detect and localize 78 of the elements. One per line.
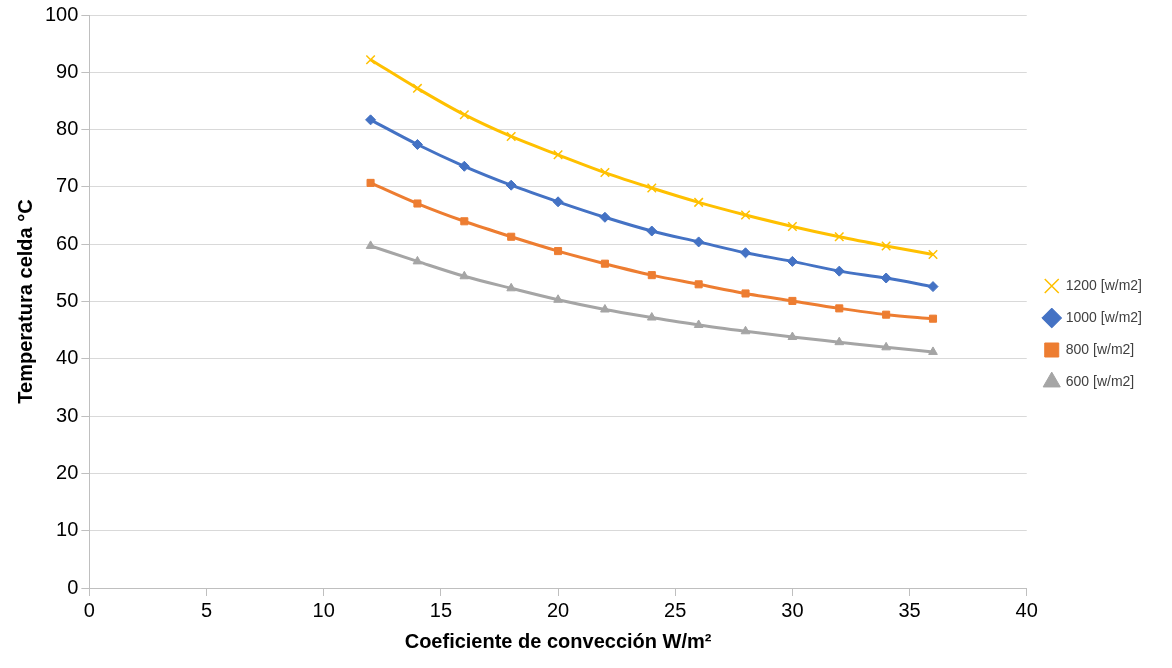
y-tick-label: 40 [56, 346, 79, 369]
point [741, 289, 750, 298]
point [600, 304, 610, 313]
y-tick-label: 90 [56, 59, 79, 82]
point [366, 178, 375, 187]
point [694, 280, 703, 289]
point [552, 196, 564, 208]
point [740, 325, 751, 335]
point [693, 236, 705, 248]
y-tick-label: 100 [44, 2, 79, 25]
x-axis-title: Coeficiente de convección W/m² [404, 629, 712, 652]
x-tick-label: 35 [898, 598, 921, 621]
y-tick-label: 60 [56, 231, 79, 254]
point [693, 197, 704, 208]
point [647, 271, 656, 280]
point [881, 341, 891, 351]
point [787, 221, 798, 232]
legend-label: 800 [w/m2] [1065, 340, 1135, 357]
x-tick-label: 30 [781, 598, 804, 621]
point [740, 247, 752, 259]
x-tick-label: 10 [312, 598, 335, 621]
point [505, 179, 517, 191]
point [458, 160, 470, 172]
point [599, 167, 610, 178]
point [365, 240, 376, 249]
point [365, 54, 376, 65]
point [646, 183, 657, 194]
y-tick-label: 30 [56, 403, 79, 426]
point [833, 265, 845, 277]
point [412, 83, 423, 94]
point [412, 255, 423, 265]
y-tick-label: 70 [56, 174, 79, 197]
point [834, 336, 845, 346]
point [928, 249, 938, 260]
y-tick-label: 0 [67, 575, 79, 598]
y-axis-title: Temperatura celda °C [13, 199, 36, 404]
y-tick-label: 80 [56, 117, 79, 140]
point [459, 109, 470, 120]
point [460, 217, 469, 226]
x-tick-label: 25 [664, 598, 687, 621]
point [411, 139, 423, 150]
point [880, 272, 892, 284]
point [787, 331, 798, 341]
legend-label: 600 [w/m2] [1065, 372, 1135, 389]
point [786, 255, 798, 267]
x-tick-label: 5 [200, 598, 213, 621]
x-tick-label: 20 [546, 598, 570, 621]
point [365, 114, 377, 126]
point [413, 199, 422, 208]
y-tick-label: 20 [56, 460, 79, 483]
point [507, 232, 516, 241]
legend-label: 1000 [w/m2] [1065, 308, 1142, 325]
point [834, 231, 845, 242]
point [882, 310, 891, 319]
x-tick-label: 15 [429, 598, 453, 621]
point [459, 270, 470, 280]
point [506, 282, 517, 292]
point [646, 312, 657, 321]
point [928, 314, 938, 323]
x-tick-label: 40 [1015, 598, 1038, 621]
point [600, 259, 609, 268]
x-tick-label: 0 [83, 598, 95, 621]
point [506, 131, 517, 142]
point [693, 319, 704, 328]
point [599, 211, 611, 223]
point [927, 281, 939, 293]
point [646, 225, 658, 237]
point [740, 209, 751, 220]
y-tick-label: 50 [56, 289, 79, 312]
point [553, 294, 563, 303]
y-tick-label: 10 [56, 518, 79, 541]
legend-label: 1200 [w/m2] [1065, 276, 1142, 293]
point [554, 247, 563, 256]
point [788, 296, 797, 305]
point [553, 149, 564, 160]
point [928, 346, 938, 355]
point [835, 304, 844, 313]
point [881, 240, 892, 251]
